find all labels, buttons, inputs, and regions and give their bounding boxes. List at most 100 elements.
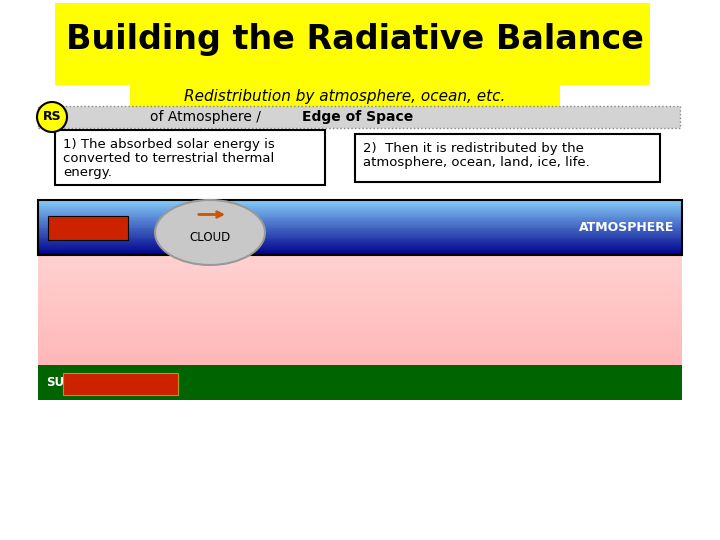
Bar bbox=[38, 106, 680, 128]
Bar bbox=[38, 210, 682, 211]
Bar bbox=[38, 239, 682, 240]
Text: Building the Radiative Balance: Building the Radiative Balance bbox=[66, 24, 644, 57]
Bar bbox=[38, 252, 682, 253]
Text: 2)  Then it is redistributed by the: 2) Then it is redistributed by the bbox=[363, 142, 584, 155]
Bar bbox=[38, 299, 682, 302]
Bar bbox=[38, 249, 682, 251]
Bar bbox=[38, 288, 682, 292]
Bar bbox=[38, 347, 682, 350]
Bar bbox=[38, 215, 682, 217]
Bar bbox=[63, 373, 178, 395]
Bar bbox=[38, 259, 682, 262]
Bar bbox=[38, 228, 682, 230]
Bar bbox=[38, 245, 682, 246]
Bar bbox=[38, 240, 682, 241]
Bar bbox=[38, 328, 682, 332]
Bar bbox=[38, 325, 682, 328]
Bar bbox=[38, 365, 682, 400]
Bar bbox=[38, 318, 682, 321]
Bar bbox=[38, 306, 682, 310]
Text: energy.: energy. bbox=[63, 166, 112, 179]
Text: Edge of Space: Edge of Space bbox=[302, 110, 413, 124]
Bar bbox=[38, 339, 682, 343]
Bar bbox=[38, 200, 682, 201]
Bar bbox=[38, 207, 682, 208]
Bar bbox=[38, 227, 682, 228]
Text: CLOUD: CLOUD bbox=[189, 231, 230, 244]
Bar bbox=[38, 295, 682, 299]
Bar bbox=[38, 241, 682, 242]
Text: RS: RS bbox=[42, 111, 61, 124]
Bar bbox=[38, 236, 682, 237]
Bar bbox=[355, 134, 660, 182]
Bar bbox=[38, 269, 682, 273]
Bar bbox=[38, 214, 682, 215]
Bar bbox=[38, 200, 682, 255]
Bar bbox=[38, 225, 682, 226]
Bar bbox=[38, 211, 682, 212]
Bar bbox=[38, 262, 682, 266]
Bar bbox=[38, 202, 682, 204]
Bar bbox=[48, 215, 128, 240]
Bar bbox=[38, 332, 682, 336]
Bar bbox=[38, 310, 682, 314]
Bar bbox=[38, 208, 682, 209]
Bar bbox=[38, 273, 682, 277]
Bar bbox=[38, 285, 682, 288]
Bar bbox=[38, 350, 682, 354]
Bar bbox=[38, 223, 682, 224]
Bar bbox=[38, 222, 682, 223]
Bar bbox=[38, 302, 682, 306]
Bar bbox=[38, 314, 682, 318]
Bar bbox=[38, 242, 682, 243]
Bar bbox=[38, 277, 682, 281]
Bar bbox=[38, 232, 682, 233]
Bar bbox=[38, 220, 682, 221]
Bar bbox=[38, 244, 682, 245]
Bar bbox=[38, 204, 682, 205]
Text: of Atmosphere /: of Atmosphere / bbox=[150, 110, 265, 124]
Bar bbox=[38, 212, 682, 213]
Bar bbox=[55, 3, 650, 85]
Bar bbox=[38, 219, 682, 220]
Bar bbox=[38, 201, 682, 202]
Text: ATMOSPHERE: ATMOSPHERE bbox=[579, 221, 674, 234]
Bar bbox=[38, 226, 682, 227]
Bar bbox=[38, 336, 682, 339]
Bar bbox=[38, 238, 682, 239]
Ellipse shape bbox=[155, 200, 265, 265]
Circle shape bbox=[37, 102, 67, 132]
Bar bbox=[38, 251, 682, 252]
Bar bbox=[38, 231, 682, 232]
Bar bbox=[38, 321, 682, 325]
Bar bbox=[38, 292, 682, 295]
Text: converted to terrestrial thermal: converted to terrestrial thermal bbox=[63, 152, 274, 165]
Bar bbox=[55, 130, 325, 185]
Bar bbox=[38, 221, 682, 222]
Bar bbox=[38, 281, 682, 285]
Bar bbox=[38, 224, 682, 225]
Text: atmosphere, ocean, land, ice, life.: atmosphere, ocean, land, ice, life. bbox=[363, 156, 590, 169]
Bar bbox=[38, 205, 682, 206]
Bar bbox=[38, 255, 682, 259]
Text: 1) The absorbed solar energy is: 1) The absorbed solar energy is bbox=[63, 138, 275, 151]
Bar bbox=[38, 217, 682, 218]
Text: SURFACE: SURFACE bbox=[46, 376, 106, 389]
Text: Redistribution by atmosphere, ocean, etc.: Redistribution by atmosphere, ocean, etc… bbox=[184, 89, 505, 104]
Bar bbox=[38, 361, 682, 365]
Bar bbox=[38, 248, 682, 249]
Bar bbox=[38, 253, 682, 254]
Bar bbox=[38, 354, 682, 357]
Bar bbox=[130, 83, 560, 108]
Bar bbox=[38, 254, 682, 255]
Bar bbox=[38, 213, 682, 214]
Bar bbox=[38, 230, 682, 231]
Bar bbox=[38, 243, 682, 244]
Bar bbox=[38, 266, 682, 269]
Bar bbox=[38, 235, 682, 236]
Bar bbox=[38, 247, 682, 248]
Bar bbox=[38, 233, 682, 234]
Bar bbox=[38, 209, 682, 210]
Bar bbox=[38, 218, 682, 219]
Bar bbox=[38, 343, 682, 347]
